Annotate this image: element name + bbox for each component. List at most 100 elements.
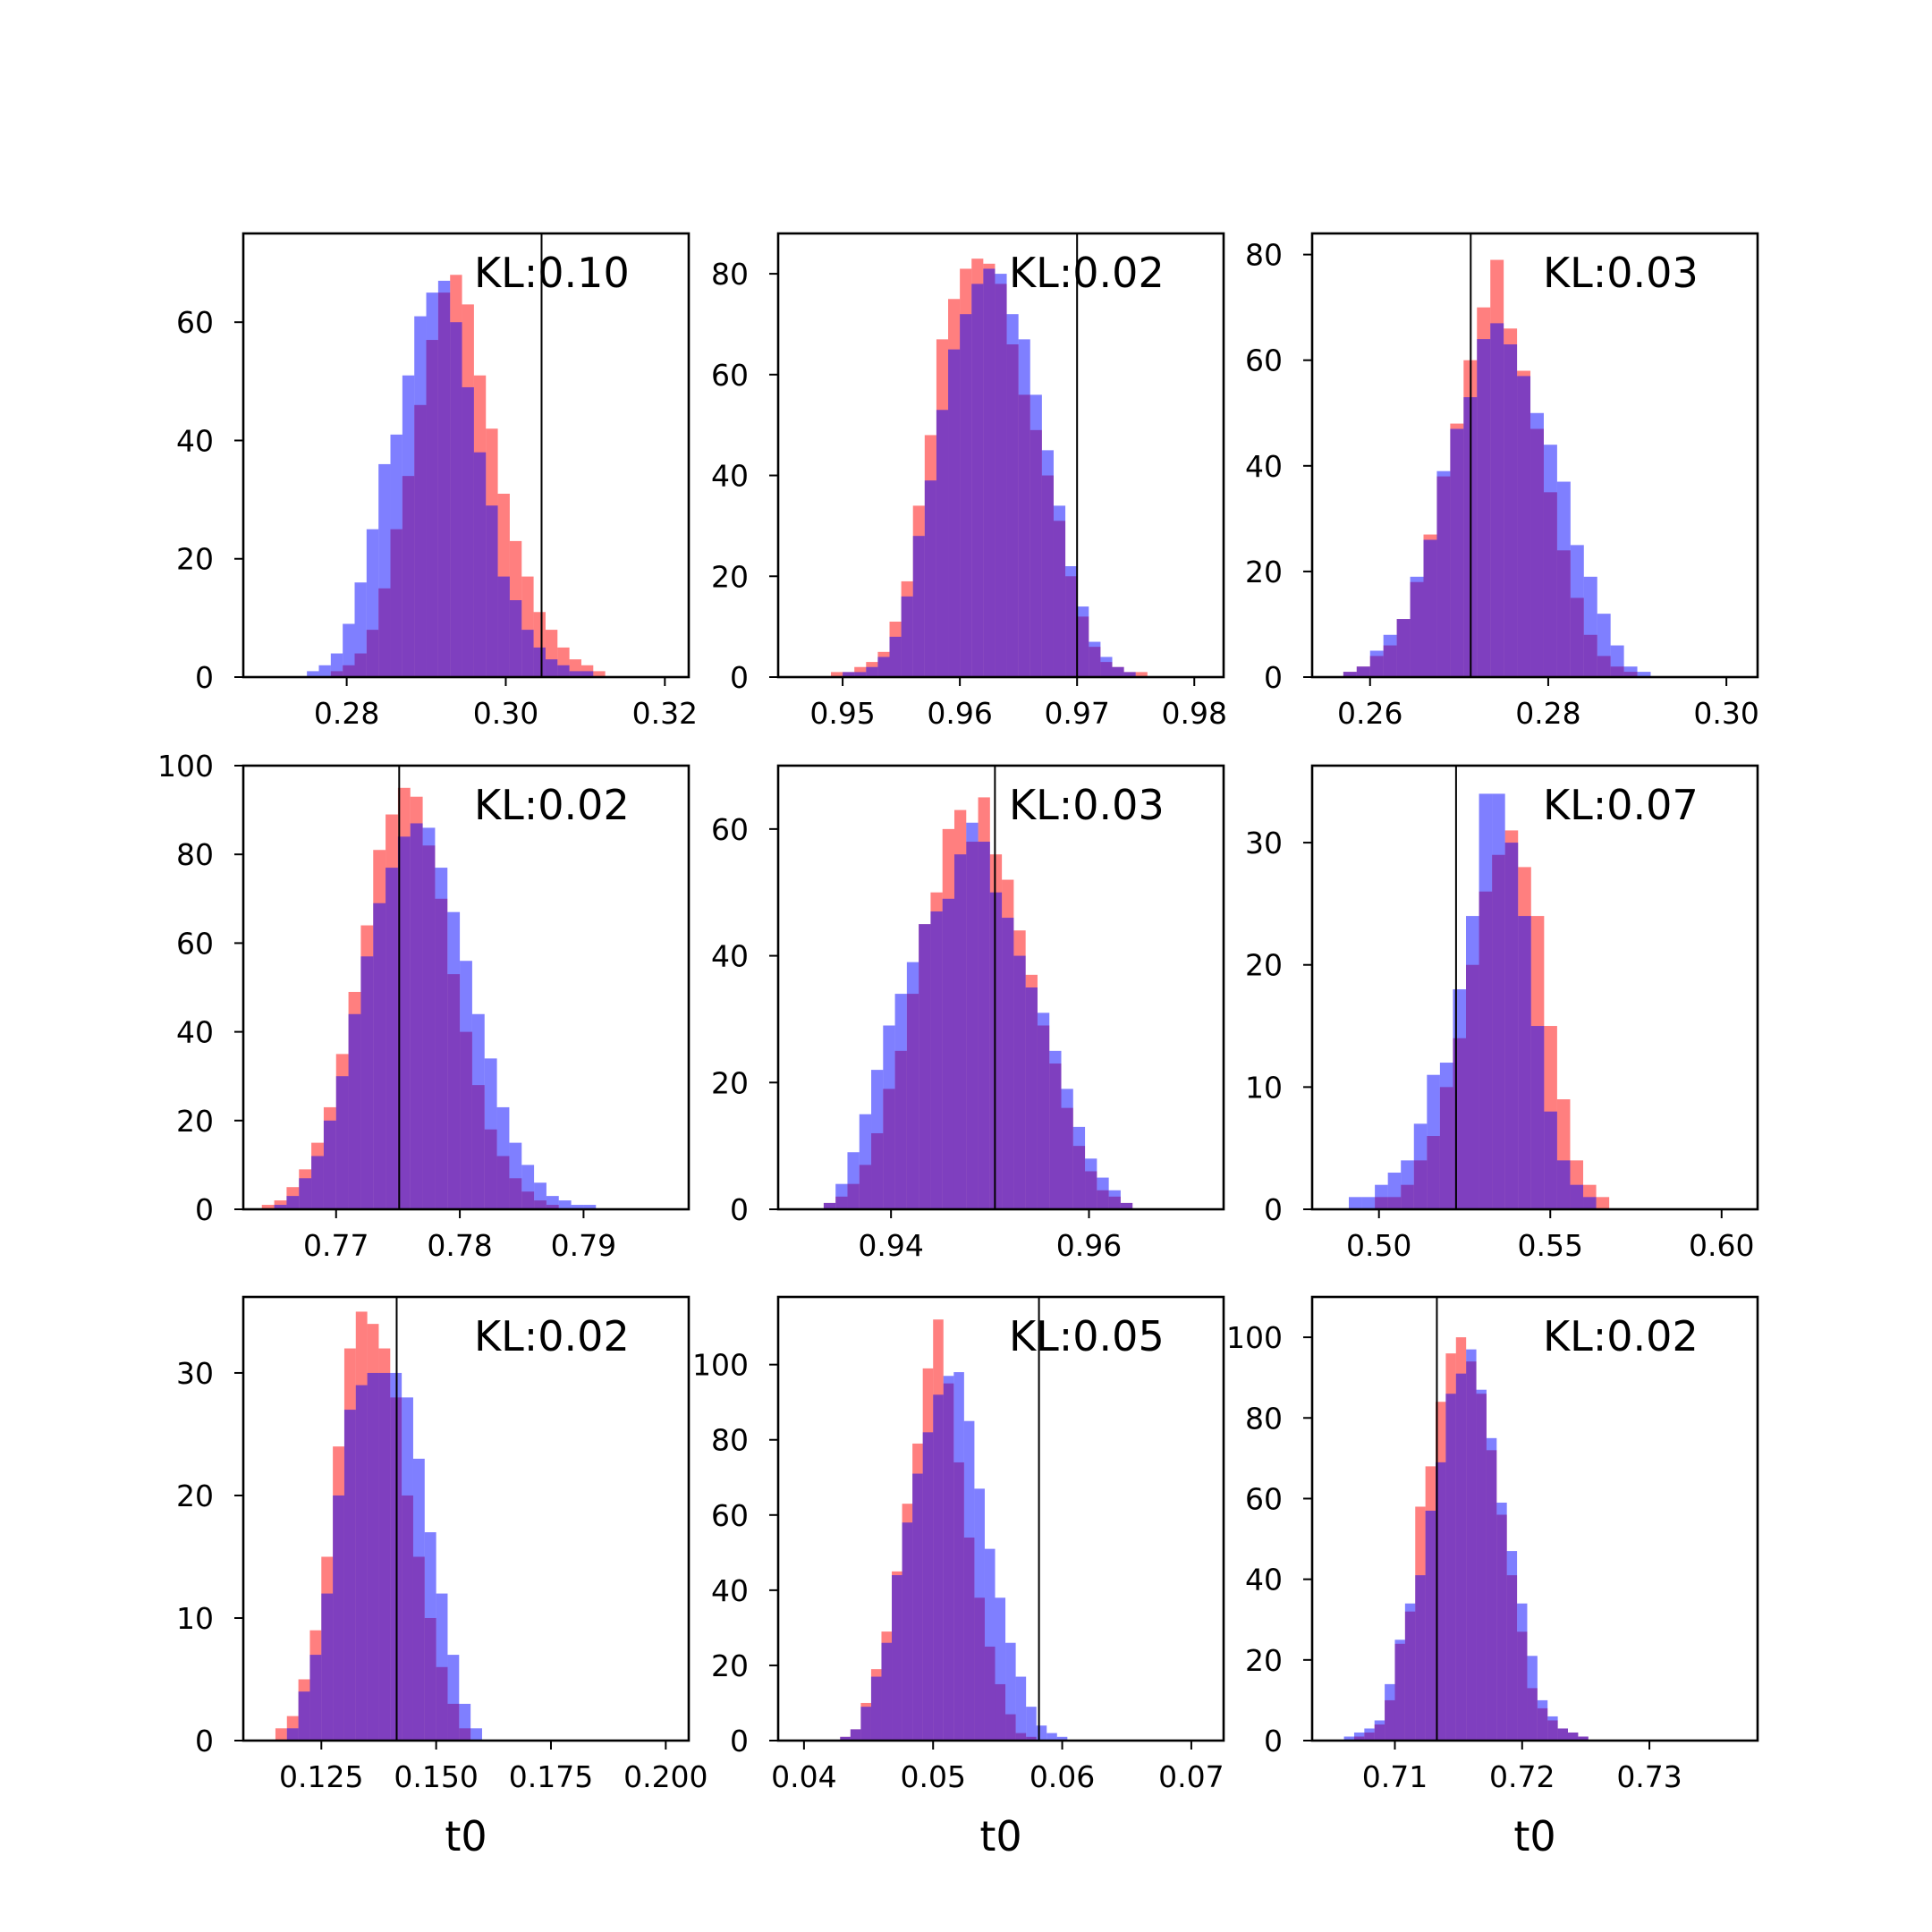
blue-bar bbox=[1120, 1202, 1133, 1209]
x-tick-label: 0.150 bbox=[394, 1759, 478, 1794]
blue-bar bbox=[437, 280, 451, 677]
axes-frame bbox=[242, 764, 691, 1211]
blue-bar bbox=[470, 1728, 482, 1741]
x-tick-label: 0.32 bbox=[632, 696, 698, 731]
y-tick-label: 20 bbox=[711, 559, 749, 594]
blue-bar bbox=[1423, 539, 1437, 677]
blue-bar bbox=[460, 961, 472, 1209]
blue-bar bbox=[402, 375, 415, 677]
blue-bar bbox=[1108, 1190, 1121, 1209]
plot-area bbox=[1348, 766, 1610, 1209]
x-axis-label: t0 bbox=[979, 1812, 1021, 1860]
blue-bar bbox=[1466, 1349, 1477, 1741]
blue-bar bbox=[1097, 1177, 1109, 1209]
blue-bar bbox=[894, 994, 907, 1209]
blue-bar bbox=[1401, 1160, 1414, 1209]
blue-bar bbox=[286, 1196, 300, 1209]
y-tick-label: 40 bbox=[176, 1015, 214, 1050]
y-tick-label: 20 bbox=[711, 1648, 749, 1683]
x-tick-label: 0.73 bbox=[1616, 1759, 1682, 1794]
blue-bar bbox=[1476, 1389, 1487, 1741]
blue-bar bbox=[1343, 672, 1357, 677]
x-tick-label: 0.97 bbox=[1044, 696, 1109, 731]
blue-bar bbox=[1018, 339, 1030, 677]
blue-bar bbox=[534, 1182, 547, 1209]
blue-bar bbox=[919, 924, 931, 1209]
blue-bar bbox=[912, 1473, 923, 1741]
blue-bar bbox=[583, 1205, 597, 1209]
subplot-2: 0.95 0.96 0.97 0.98 0 20 40 60 80 KL:0.02 bbox=[711, 232, 1227, 731]
x-tick-label: 0.79 bbox=[551, 1228, 616, 1263]
x-tick-label: 0.96 bbox=[1056, 1228, 1122, 1263]
blue-bar bbox=[1361, 1197, 1376, 1209]
blue-bar bbox=[1557, 1728, 1568, 1741]
blue-bar bbox=[943, 1376, 954, 1741]
blue-histogram-series bbox=[843, 268, 1136, 677]
kl-divergence-label: KL:0.02 bbox=[474, 781, 630, 829]
blue-bar bbox=[1002, 918, 1014, 1209]
blue-bar bbox=[1466, 916, 1479, 1209]
axes-frame bbox=[242, 1295, 691, 1742]
blue-bar bbox=[309, 1655, 322, 1741]
x-tick-label: 0.05 bbox=[900, 1759, 965, 1794]
y-tick-label: 0 bbox=[1264, 1192, 1283, 1227]
blue-bar bbox=[521, 1165, 535, 1209]
kl-divergence-label: KL:0.05 bbox=[1009, 1312, 1165, 1360]
blue-bar bbox=[995, 274, 1007, 677]
blue-bar bbox=[545, 659, 558, 677]
blue-bar bbox=[521, 630, 534, 677]
y-tick-label: 20 bbox=[176, 1104, 214, 1139]
x-tick-label: 0.71 bbox=[1362, 1759, 1428, 1794]
subplot-6: 0.50 0.55 0.60 0 10 20 30 KL:0.07 bbox=[1245, 764, 1759, 1263]
blue-bar bbox=[902, 1522, 913, 1741]
blue-bar bbox=[1637, 672, 1651, 677]
x-tick-label: 0.125 bbox=[279, 1759, 363, 1794]
blue-bar bbox=[450, 322, 462, 677]
x-tick-label: 0.26 bbox=[1337, 696, 1402, 731]
y-tick-label: 40 bbox=[711, 939, 749, 974]
blue-bar bbox=[1356, 666, 1370, 677]
blue-bar bbox=[1385, 1683, 1395, 1741]
blue-bar bbox=[330, 653, 343, 677]
blue-bar bbox=[1053, 505, 1066, 677]
axes-frame bbox=[776, 1295, 1225, 1742]
y-tick-label: 80 bbox=[1245, 1401, 1283, 1436]
blue-bar bbox=[995, 1597, 1006, 1741]
y-tick-label: 20 bbox=[176, 542, 214, 577]
blue-bar bbox=[823, 1202, 836, 1209]
blue-bar bbox=[360, 956, 374, 1209]
x-tick-label: 0.28 bbox=[1515, 696, 1580, 731]
y-tick-label: 0 bbox=[195, 660, 214, 695]
plot-area bbox=[823, 766, 1133, 1209]
blue-bar bbox=[298, 1691, 310, 1741]
y-tick-label: 60 bbox=[176, 926, 214, 961]
y-tick-label: 0 bbox=[730, 660, 749, 695]
y-tick-label: 80 bbox=[1245, 238, 1283, 273]
blue-bar bbox=[1567, 1732, 1579, 1741]
blue-bar bbox=[378, 1372, 391, 1741]
blue-bar bbox=[835, 1183, 848, 1209]
blue-bar bbox=[1518, 916, 1531, 1209]
x-tick-label: 0.55 bbox=[1517, 1228, 1582, 1263]
blue-bar bbox=[343, 623, 355, 677]
blue-bar bbox=[1610, 645, 1624, 677]
blue-bar bbox=[546, 1196, 559, 1209]
y-tick-label: 40 bbox=[1245, 449, 1283, 484]
blue-bar bbox=[378, 463, 391, 677]
blue-bar bbox=[580, 671, 594, 677]
blue-bar bbox=[1061, 1089, 1073, 1209]
blue-bar bbox=[1065, 566, 1078, 677]
x-tick-label: 0.06 bbox=[1030, 1759, 1095, 1794]
blue-bar bbox=[1530, 412, 1544, 677]
y-tick-label: 100 bbox=[157, 749, 214, 784]
y-tick-label: 20 bbox=[1245, 1643, 1283, 1678]
blue-bar bbox=[447, 1655, 460, 1741]
subplot-5: 0.94 0.96 0 20 40 60 KL:0.03 bbox=[711, 764, 1225, 1263]
x-tick-label: 0.96 bbox=[927, 696, 992, 731]
kl-divergence-label: KL:0.02 bbox=[1009, 249, 1165, 297]
blue-bar bbox=[397, 836, 411, 1209]
blue-bar bbox=[877, 657, 890, 677]
kl-divergence-label: KL:0.02 bbox=[474, 1312, 630, 1360]
y-tick-label: 0 bbox=[730, 1192, 749, 1227]
red-bar bbox=[261, 1205, 275, 1209]
